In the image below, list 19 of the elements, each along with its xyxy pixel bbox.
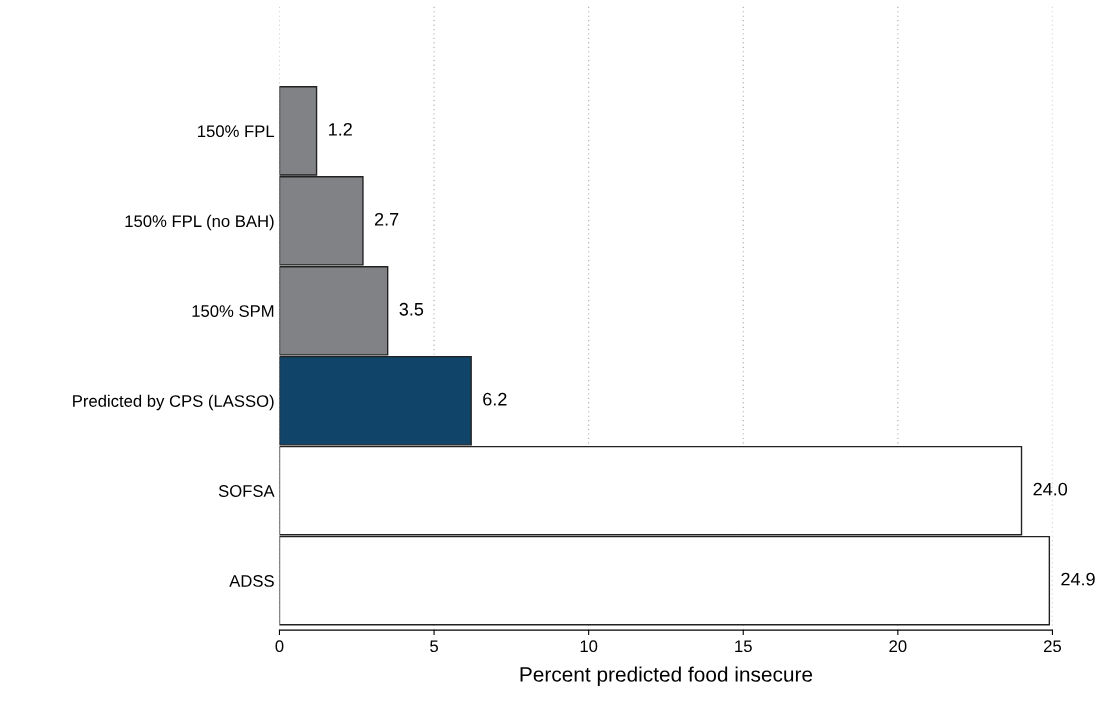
data-label: 24.9 bbox=[1061, 572, 1095, 586]
x-tick-label: 15 bbox=[735, 640, 752, 653]
y-tick-label: ADSS bbox=[229, 575, 274, 587]
y-tick-label: 150% SPM bbox=[192, 305, 274, 317]
x-tick-label: 5 bbox=[430, 640, 438, 653]
y-tick-label: Predicted by CPS (LASSO) bbox=[73, 394, 274, 411]
data-label: 24.0 bbox=[1033, 482, 1068, 496]
data-label: 1.2 bbox=[329, 122, 352, 136]
data-label: 3.5 bbox=[399, 302, 424, 316]
y-tick-label: 150% FPL bbox=[198, 125, 275, 138]
y-tick-label: 150% FPL (no BAH) bbox=[125, 214, 274, 231]
data-label: 6.2 bbox=[483, 392, 507, 406]
x-tick-label: 25 bbox=[1044, 640, 1062, 653]
x-tick-label: 0 bbox=[275, 640, 284, 653]
y-tick-label: SOFSA bbox=[218, 485, 275, 497]
data-label: 2.7 bbox=[374, 212, 399, 226]
x-tick-label: 20 bbox=[889, 640, 907, 653]
x-axis-title: Percent predicted food insecure bbox=[520, 666, 813, 686]
x-tick-label: 10 bbox=[580, 640, 598, 653]
